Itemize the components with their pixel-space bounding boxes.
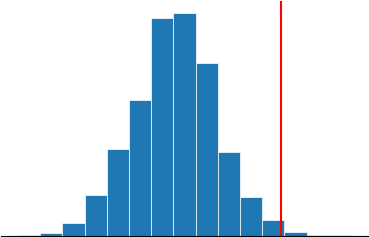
Bar — [151, 18, 173, 236]
Bar — [173, 13, 196, 236]
Bar — [85, 195, 107, 236]
Bar — [129, 100, 151, 236]
Bar — [107, 149, 129, 236]
Bar — [40, 233, 62, 236]
Bar — [18, 235, 40, 236]
Bar — [262, 220, 284, 236]
Bar — [284, 232, 307, 236]
Bar — [218, 152, 240, 236]
Bar — [196, 63, 218, 236]
Bar — [62, 223, 85, 236]
Bar — [240, 197, 262, 236]
